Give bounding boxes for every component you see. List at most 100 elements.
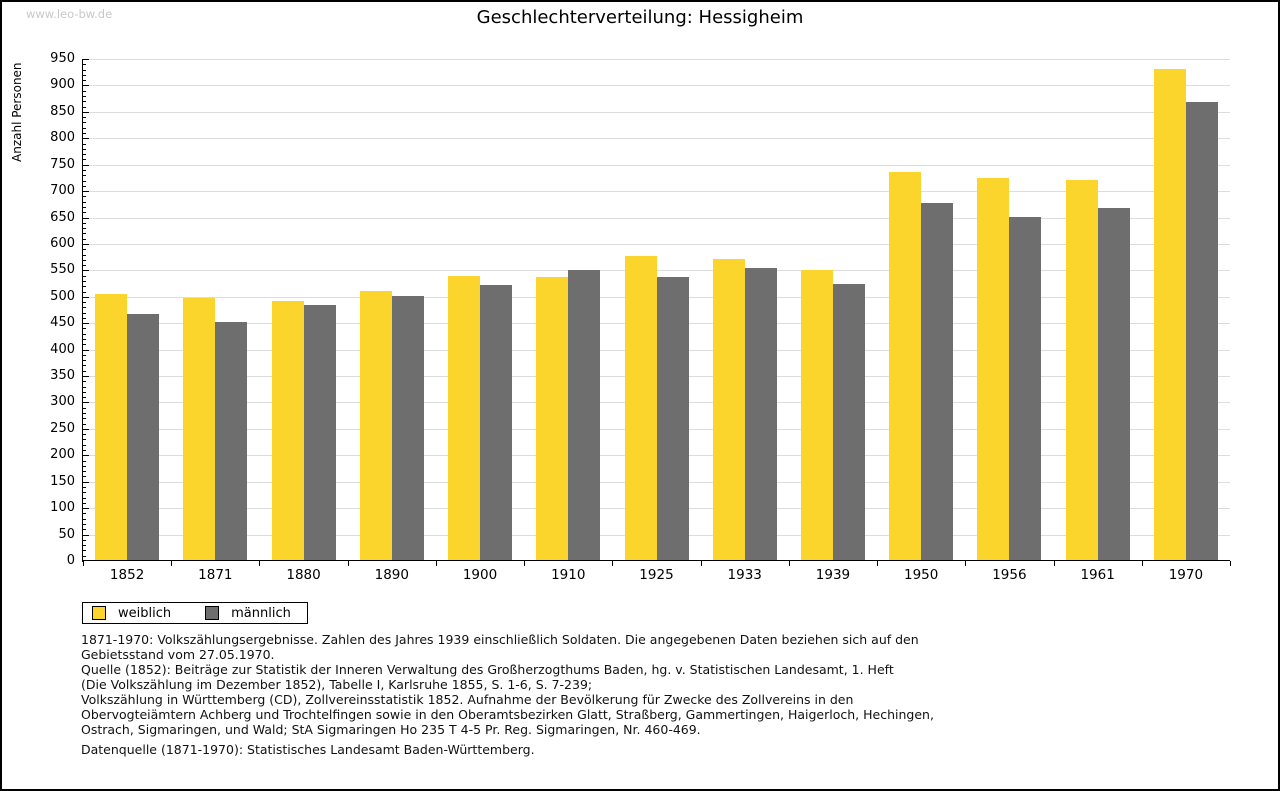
y-tick-major xyxy=(83,481,89,483)
x-tick-label: 1939 xyxy=(815,567,851,583)
y-tick-minor xyxy=(83,391,86,393)
legend: weiblich männlich xyxy=(82,602,308,624)
bar-weiblich xyxy=(624,255,657,560)
y-tick-major xyxy=(83,534,89,536)
y-tick-minor xyxy=(83,518,86,520)
bar-männlich xyxy=(127,313,160,560)
y-tick-minor xyxy=(83,539,86,541)
y-tick-minor xyxy=(83,143,86,145)
y-tick-minor xyxy=(83,333,86,335)
y-tick-minor xyxy=(83,64,86,66)
footnote-line: Quelle (1852): Beiträge zur Statistik de… xyxy=(81,662,894,677)
y-tick-minor xyxy=(83,439,86,441)
x-tick xyxy=(877,561,879,566)
y-tick-minor xyxy=(83,117,86,119)
x-tick xyxy=(83,561,84,566)
y-tick-major xyxy=(83,455,89,457)
bar-weiblich xyxy=(1065,179,1098,560)
x-tick xyxy=(1230,561,1231,566)
y-gridline xyxy=(83,138,1230,140)
y-tick-minor xyxy=(83,339,86,341)
y-tick-label: 850 xyxy=(50,103,75,119)
y-tick-label: 550 xyxy=(50,262,75,278)
y-tick-minor xyxy=(83,286,86,288)
chart-title: Geschlechterverteilung: Hessigheim xyxy=(476,7,804,28)
x-tick xyxy=(788,561,790,566)
bar-männlich xyxy=(303,305,336,560)
x-tick-label: 1933 xyxy=(727,567,762,583)
y-tick-minor xyxy=(83,74,86,76)
bar-männlich xyxy=(832,284,865,560)
footnote-line: Obervogteiämtern Achberg und Trochtelfin… xyxy=(81,707,934,722)
y-tick-label: 50 xyxy=(58,526,75,542)
y-tick-label: 150 xyxy=(50,473,75,489)
x-tick xyxy=(259,561,261,566)
y-tick-minor xyxy=(83,201,86,203)
y-tick-minor xyxy=(83,487,86,489)
bar-weiblich xyxy=(448,275,481,560)
x-tick-label: 1950 xyxy=(903,567,939,583)
y-tick-label: 450 xyxy=(50,315,75,331)
y-tick-major xyxy=(83,508,89,510)
y-tick-major xyxy=(83,191,89,193)
y-tick-minor xyxy=(83,450,86,452)
y-tick-major xyxy=(83,270,89,272)
legend-swatch-weiblich xyxy=(92,606,106,620)
footnote-line: Volkszählung in Württemberg (CD), Zollve… xyxy=(81,692,854,707)
footnote-line: Gebietsstand vom 27.05.1970. xyxy=(81,647,275,662)
y-tick-minor xyxy=(83,471,86,473)
y-tick-major xyxy=(83,243,89,245)
bar-weiblich xyxy=(95,294,128,560)
y-tick-major xyxy=(83,376,89,378)
bar-weiblich xyxy=(1153,68,1186,560)
legend-swatch-maennlich xyxy=(205,606,220,620)
y-gridline xyxy=(83,164,1230,166)
y-tick-label: 950 xyxy=(50,51,75,66)
y-tick-minor xyxy=(83,275,86,277)
y-tick-minor xyxy=(83,233,86,235)
y-tick-label: 750 xyxy=(50,156,75,172)
y-tick-label: 500 xyxy=(50,288,75,304)
y-tick-minor xyxy=(83,460,86,462)
footnote-line: 1871-1970: Volkszählungsergebnisse. Zahl… xyxy=(81,632,919,647)
y-gridline xyxy=(83,85,1230,87)
y-tick-minor xyxy=(83,291,86,293)
y-tick-minor xyxy=(83,185,86,187)
y-tick-label: 350 xyxy=(50,368,75,384)
x-tick-label: 1956 xyxy=(992,567,1027,583)
bar-weiblich xyxy=(977,177,1010,560)
y-tick-label: 200 xyxy=(50,447,75,463)
x-tick xyxy=(612,561,614,566)
y-tick-minor xyxy=(83,196,86,198)
y-tick-minor xyxy=(83,302,86,304)
y-tick-minor xyxy=(83,492,86,494)
x-tick-label: 1871 xyxy=(198,567,233,583)
x-tick xyxy=(700,561,702,566)
y-tick-label: 650 xyxy=(50,209,75,225)
y-tick-minor xyxy=(83,545,86,547)
y-tick-minor xyxy=(83,159,86,161)
y-tick-major xyxy=(83,85,89,87)
bar-männlich xyxy=(480,285,513,560)
x-tick xyxy=(965,561,967,566)
y-tick-minor xyxy=(83,418,86,420)
y-tick-minor xyxy=(83,524,86,525)
y-tick-minor xyxy=(83,365,86,367)
y-tick-minor xyxy=(83,444,86,446)
y-tick-major xyxy=(83,217,89,219)
y-tick-minor xyxy=(83,259,86,261)
footnotes: 1871-1970: Volkszählungsergebnisse. Zahl… xyxy=(81,632,934,737)
x-tick xyxy=(347,561,349,566)
y-tick-minor xyxy=(83,212,86,214)
y-tick-minor xyxy=(83,175,86,177)
y-tick-minor xyxy=(83,280,86,282)
y-gridline xyxy=(83,243,1230,245)
watermark: www.leo-bw.de xyxy=(26,7,113,21)
x-tick xyxy=(1053,561,1055,566)
y-tick-minor xyxy=(83,381,86,383)
y-tick-minor xyxy=(83,555,86,557)
y-tick-label: 0 xyxy=(66,553,75,568)
y-tick-major xyxy=(83,402,89,404)
y-tick-label: 100 xyxy=(50,500,75,516)
